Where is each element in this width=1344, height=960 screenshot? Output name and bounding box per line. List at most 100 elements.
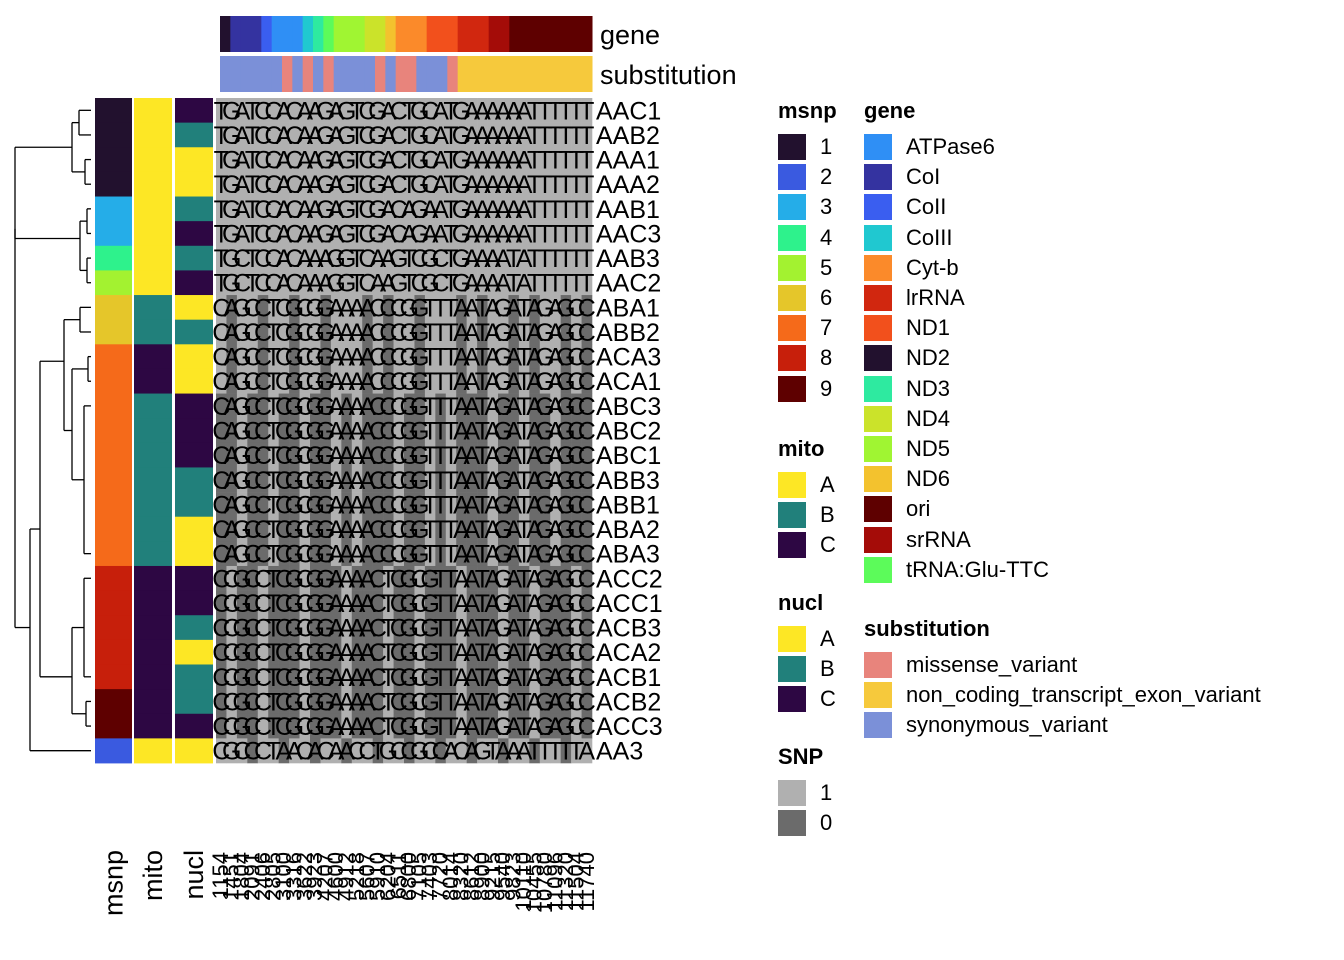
cell-base-label: A	[328, 664, 345, 692]
cell-base-label: C	[254, 245, 272, 273]
heatmap-cell	[414, 344, 426, 370]
cell-base-label: A	[453, 688, 470, 716]
heatmap-cell	[445, 245, 457, 271]
heatmap-cell	[550, 171, 561, 197]
gene-annotation-cell	[375, 16, 386, 52]
cell-base-label: A	[234, 220, 251, 248]
heatmap-cell	[508, 615, 520, 641]
heatmap-cell	[320, 590, 332, 616]
heatmap-cell	[362, 295, 373, 320]
legend-title: msnp	[778, 98, 837, 123]
heatmap-cell	[383, 319, 394, 345]
cell-base-label: C	[578, 467, 596, 495]
cell-base-label: G	[410, 147, 429, 175]
heatmap-cell	[310, 418, 321, 444]
cell-base-label: A	[505, 97, 522, 125]
heatmap-cell	[581, 738, 593, 764]
cell-base-label: C	[421, 147, 439, 175]
cell-base-label: C	[275, 713, 293, 741]
heatmap-cell	[404, 98, 415, 123]
heatmap-cell	[529, 418, 541, 444]
heatmap-cell	[456, 171, 467, 197]
msnp-annotation-cell	[95, 196, 132, 222]
heatmap-cell	[372, 615, 384, 641]
cell-base-label: G	[535, 516, 554, 544]
cell-base-label: T	[537, 147, 552, 175]
cell-base-label: C	[411, 639, 429, 667]
cell-base-label: T	[433, 393, 448, 421]
cell-base-label: A	[328, 196, 345, 224]
cell-base-label: T	[569, 738, 584, 766]
heatmap-cell	[268, 270, 279, 296]
heatmap-cell	[529, 467, 541, 493]
heatmap-cell	[320, 393, 332, 419]
heatmap-cell	[236, 442, 248, 468]
cell-base-label: A	[526, 688, 543, 716]
row-label: AAB2	[596, 122, 660, 150]
cell-base-label: G	[410, 97, 429, 125]
heatmap-cell	[466, 393, 478, 419]
heatmap-cell	[226, 171, 238, 197]
cell-base-label: G	[399, 565, 418, 593]
heatmap-cell	[456, 295, 467, 320]
heatmap-cell	[414, 393, 426, 419]
cell-base-label: G	[535, 319, 554, 347]
cell-base-label: T	[433, 294, 448, 322]
cell-base-label: C	[296, 590, 314, 618]
cell-base-label: T	[516, 368, 531, 396]
heatmap-cell	[247, 738, 259, 764]
cell-base-label: G	[399, 467, 418, 495]
cell-base-label: A	[547, 541, 564, 569]
heatmap-cell	[581, 393, 593, 419]
legend-swatch	[778, 254, 806, 281]
heatmap-cell	[236, 713, 248, 739]
heatmap-cell	[216, 295, 227, 320]
cell-base-label: C	[244, 615, 262, 643]
cell-base-label: C	[390, 516, 408, 544]
legend-item: tRNA:Glu-TTC	[864, 555, 1049, 585]
cell-base-label: A	[349, 615, 366, 643]
heatmap-cell	[539, 639, 551, 665]
heatmap-cell	[351, 171, 363, 197]
heatmap-cell	[372, 689, 384, 715]
gene-annotation-cell	[344, 16, 355, 52]
heatmap-cell	[372, 344, 384, 370]
heatmap-cell	[383, 295, 394, 320]
heatmap-cell	[247, 147, 259, 173]
column-label: 2805	[260, 852, 285, 901]
cell-base-label: A	[453, 368, 470, 396]
cell-base-label: A	[359, 590, 376, 618]
heatmap-cell	[508, 565, 520, 591]
heatmap-cell	[341, 565, 353, 591]
cell-base-label: G	[368, 122, 387, 150]
substitution-annotation-cell	[540, 56, 552, 92]
legend-swatch	[864, 405, 892, 432]
msnp-annotation-cell	[95, 245, 132, 271]
cell-base-label: A	[380, 97, 397, 125]
heatmap-cell	[216, 738, 227, 764]
heatmap-cell	[466, 147, 478, 173]
cell-base-label: G	[493, 713, 512, 741]
cell-base-label: G	[535, 368, 554, 396]
cell-base-label: C	[275, 344, 293, 372]
cell-base-label: C	[223, 565, 241, 593]
cell-base-label: G	[305, 664, 324, 692]
substitution-annotation-cell	[364, 56, 376, 92]
heatmap-cell	[529, 713, 541, 739]
cell-base-label: T	[475, 442, 490, 470]
heatmap-cell	[571, 541, 582, 567]
heatmap-cell	[330, 590, 342, 616]
heatmap-cell	[414, 738, 426, 764]
cell-base-label: G	[337, 220, 356, 248]
legend-label: B	[820, 656, 835, 682]
heatmap-cell	[383, 590, 394, 616]
heatmap-cell	[518, 344, 530, 370]
heatmap-cell	[487, 295, 499, 320]
substitution-annotation-cell	[488, 56, 500, 92]
nucl-annotation-cell	[175, 516, 213, 542]
cell-base-label: C	[244, 738, 262, 766]
heatmap-cell	[456, 245, 467, 271]
heatmap-cell	[330, 541, 342, 567]
heatmap-cell	[498, 565, 509, 591]
cell-base-label: T	[527, 738, 542, 766]
